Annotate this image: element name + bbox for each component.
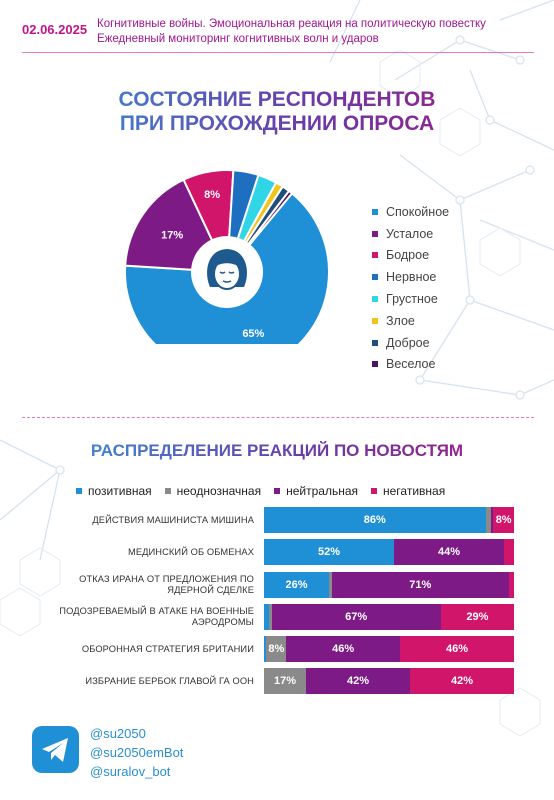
bar-legend-label: нейтральная [286,484,358,498]
respondent-mood-donut-chart: 65%17%8%4%3% [124,169,330,344]
pie-legend-label: Веселое [386,357,436,372]
pie-legend-item: Бодрое [372,245,449,267]
donut-slice-label: 17% [161,230,183,242]
pie-legend-swatch [372,208,378,215]
donut-slice-label: 65% [242,328,264,340]
handle-link[interactable]: @suralov_bot [90,764,171,779]
pie-legend-label: Грустное [386,292,438,307]
section-separator [22,417,534,418]
report-date: 02.06.2025 [22,22,88,37]
bar-legend-label: позитивная [88,484,152,498]
pie-legend-label: Усталое [386,226,434,241]
pie-legend-label: Злое [386,313,415,328]
header-divider [22,52,534,53]
donut-slice [124,178,214,271]
pie-legend: Спокойное Усталое Бодрое Нервное Грустное Зло… [372,201,449,375]
pie-legend-item: Усталое [372,223,449,245]
report-subtitle-line-2: Ежедневный мониторинг когнитивных волн и… [97,33,379,45]
pie-legend-swatch [372,339,378,346]
donut-slice [124,191,330,344]
pie-legend-item: Спокойное [372,201,449,223]
pie-legend-item: Веселое [372,354,449,376]
woman-face-icon [198,243,256,301]
pie-legend-swatch [372,317,378,324]
pie-legend-item: Доброе [372,332,449,354]
contact-handles: @su2050 @su2050emBot @suralov_bot [90,724,183,781]
pie-legend-item: Нервное [372,266,449,288]
pie-legend-swatch [372,361,378,368]
report-subtitle-line-1: Когнитивные войны. Эмоциональная реакция… [97,18,486,30]
pie-legend-label: Спокойное [386,204,450,219]
pie-legend-swatch [372,274,378,281]
pie-legend-swatch [372,296,378,303]
donut-slice [246,189,294,247]
bar-legend-item: неоднозначная [164,484,262,498]
handle-link[interactable]: @su2050emBot [90,745,184,760]
pie-legend-item: Злое [372,310,449,332]
pie-title-line-1: СОСТОЯНИЕ РЕСПОНДЕНТОВ [0,88,554,112]
bar-legend-label: негативная [383,484,446,498]
pie-legend-label: Доброе [386,335,430,350]
pie-legend-label: Бодрое [386,248,430,263]
telegram-icon [32,726,79,773]
bar-legend-item: позитивная [76,484,152,498]
bar-legend-item: нейтральная [274,484,358,498]
donut-labels: 65%17%8%4%3% [161,189,264,340]
bar-legend-swatch [371,488,377,494]
bar-legend: позитивная неоднозначная нейтральная негати… [76,484,445,498]
handle-link[interactable]: @su2050 [90,726,146,741]
pie-legend-item: Грустное [372,288,449,310]
donut-slices [124,169,330,344]
pie-legend-swatch [372,252,378,259]
pie-title-line-2: ПРИ ПРОХОЖДЕНИИ ОПРОСА [0,112,554,136]
donut-slice-label: 8% [204,189,220,201]
bar-legend-swatch [76,488,82,494]
pie-legend-swatch [372,230,378,237]
bar-legend-swatch [164,488,171,494]
bar-legend-item: негативная [371,484,445,498]
bar-legend-swatch [274,488,281,494]
bar-chart-title: РАСПРЕДЕЛЕНИЕ РЕАКЦИЙ ПО НОВОСТЯМ [0,441,554,461]
pie-legend-label: Нервное [386,270,437,285]
bar-legend-label: неоднозначная [176,484,262,498]
